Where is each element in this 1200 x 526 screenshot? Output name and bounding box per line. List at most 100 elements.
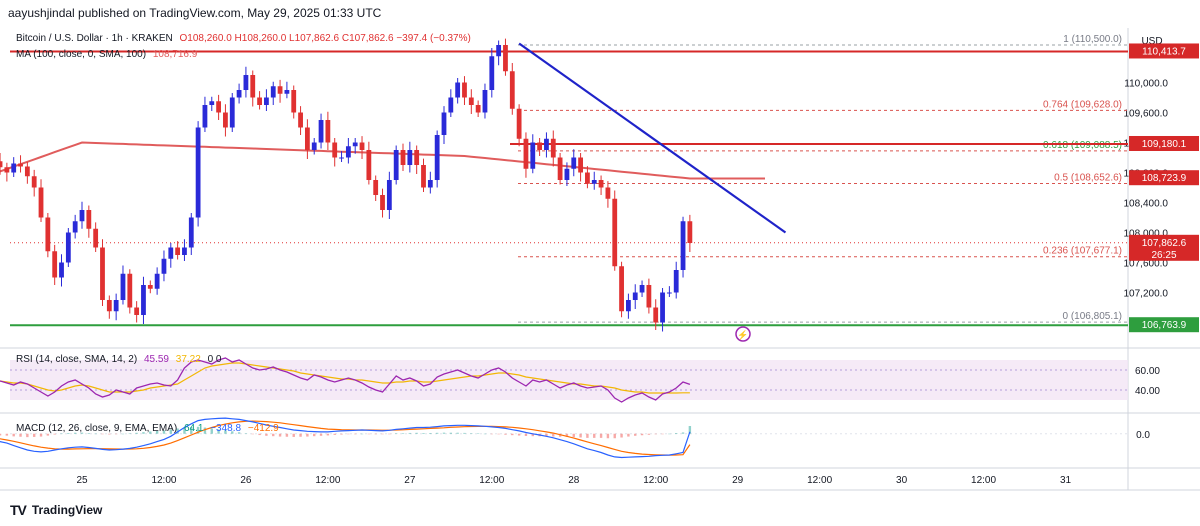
macd-histogram-bar <box>367 433 371 435</box>
candle-body <box>400 150 406 165</box>
macd-legend[interactable]: MACD (12, 26, close, 9, EMA, EMA) 64.1 −… <box>16 423 283 434</box>
candle-body <box>373 180 379 195</box>
candle-body <box>236 90 242 98</box>
rsi-legend[interactable]: RSI (14, close, SMA, 14, 2) 45.59 37.22 … <box>16 354 225 365</box>
macd-histogram-bar <box>634 433 637 436</box>
macd-histogram-bar <box>497 433 500 435</box>
hist-value: −412.9 <box>247 423 279 434</box>
macd-histogram-bar <box>654 433 657 435</box>
candle-body <box>18 163 23 167</box>
macd-histogram-bar <box>190 427 193 434</box>
candle-body <box>24 166 30 177</box>
macd-histogram-bar <box>524 433 528 436</box>
candle-body <box>147 285 153 289</box>
macd-histogram-bar <box>114 433 118 435</box>
macd-histogram-bar <box>388 433 391 435</box>
macd-histogram-bar <box>176 428 179 434</box>
macd-histogram-bar <box>149 431 152 434</box>
y-tick-label: 108,400.0 <box>1124 199 1169 210</box>
macd-histogram-bar <box>5 433 9 436</box>
x-tick-label: 27 <box>404 475 416 486</box>
macd-histogram-bar <box>647 433 651 435</box>
candle-body <box>168 247 174 259</box>
macd-histogram-bar <box>142 432 145 434</box>
macd-histogram-bar <box>374 433 377 435</box>
current-price-badge: 107,862.6 <box>1142 238 1187 249</box>
symbol-legend[interactable]: Bitcoin / U.S. Dollar · 1h · KRAKEN O108… <box>16 33 475 44</box>
macd-histogram-bar <box>258 433 261 436</box>
currency-label: USD <box>1141 36 1162 47</box>
macd-histogram-bar <box>456 432 459 434</box>
resistance-top-badge: 110,413.7 <box>1142 46 1186 57</box>
x-tick-label: 12:00 <box>807 475 832 486</box>
x-tick-label: 28 <box>568 475 580 486</box>
fib-level-label: 0.236 (107,677.1) <box>1043 246 1122 257</box>
signal-value: −348.8 <box>210 423 242 434</box>
macd-histogram-bar <box>531 433 534 437</box>
candle-body <box>564 168 570 180</box>
candle-body <box>93 228 99 248</box>
candle-body <box>591 180 597 184</box>
x-tick-label: 12:00 <box>151 475 176 486</box>
candle-body <box>257 97 262 105</box>
macd-histogram-bar <box>313 433 316 437</box>
candle-body <box>325 120 331 143</box>
macd-histogram-bar <box>26 433 29 438</box>
macd-histogram-bar <box>53 433 56 435</box>
macd-histogram-bar <box>46 433 50 436</box>
macd-histogram-bar <box>476 433 480 434</box>
candle-body <box>141 285 146 315</box>
candle-body <box>434 135 440 180</box>
candle-body <box>264 97 269 105</box>
macd-histogram-bar <box>39 433 43 437</box>
fib-level-label: 0.5 (108,652.6) <box>1054 173 1122 184</box>
tradingview-logo[interactable]: TV TradingView <box>10 502 102 518</box>
macd-histogram-bar <box>511 433 514 436</box>
x-tick-label: 12:00 <box>315 475 340 486</box>
rsi-tick-label: 60.00 <box>1135 366 1160 377</box>
ma-legend[interactable]: MA (100, close, 0, SMA, 100) 108,716.9 <box>16 49 201 60</box>
candle-body <box>653 307 659 323</box>
macd-histogram-bar <box>292 433 295 437</box>
y-tick-label: 107,200.0 <box>1124 289 1169 300</box>
candle-body <box>605 187 611 199</box>
candle-body <box>448 97 454 113</box>
candle-body <box>386 180 392 210</box>
macd-histogram-bar <box>108 433 111 435</box>
symbol-name: Bitcoin / U.S. Dollar · 1h · KRAKEN <box>16 33 173 44</box>
candle-body <box>414 150 420 165</box>
macd-histogram-bar <box>67 433 70 434</box>
macd-histogram-bar <box>381 433 384 435</box>
candle-body <box>421 165 426 188</box>
macd-histogram-bar <box>394 433 398 434</box>
fib-level-label: 0 (106,805.1) <box>1063 311 1123 322</box>
candle-body <box>270 86 276 98</box>
x-tick-label: 25 <box>76 475 88 486</box>
candle-body <box>632 292 638 300</box>
candle-body <box>229 97 235 128</box>
macd-label: MACD (12, 26, close, 9, EMA, EMA) <box>16 423 178 434</box>
candle-body <box>619 266 624 312</box>
candle-body <box>407 150 413 165</box>
candle-body <box>366 150 372 180</box>
macd-histogram-bar <box>613 433 616 439</box>
rsi-line <box>0 357 691 403</box>
macd-histogram-bar <box>620 433 623 438</box>
macd-histogram-bar <box>552 433 555 437</box>
ma-price-badge-bg <box>1129 170 1199 186</box>
candle-body <box>65 232 71 263</box>
candle-body <box>311 142 317 150</box>
candle-body <box>660 292 665 323</box>
macd-histogram-bar <box>87 433 91 434</box>
macd-histogram-bar <box>599 433 603 438</box>
macd-histogram-bar <box>586 433 589 438</box>
candle-body <box>598 180 604 188</box>
macd-histogram-bar <box>217 429 220 434</box>
candle-body <box>544 138 549 150</box>
candle-body <box>666 292 672 294</box>
x-tick-label: 30 <box>896 475 908 486</box>
candle-body <box>188 217 194 248</box>
macd-histogram-bar <box>470 433 473 434</box>
candle-body <box>31 176 37 188</box>
